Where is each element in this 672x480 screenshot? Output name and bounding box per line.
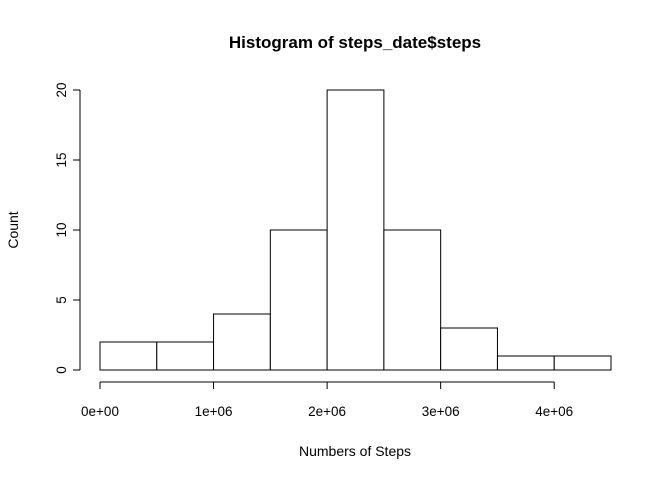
x-tick-label: 3e+06 <box>422 404 460 419</box>
histogram-bar-6 <box>383 229 442 371</box>
chart-title: Histogram of steps_date$steps <box>229 33 481 52</box>
histogram-bar-1 <box>99 341 158 371</box>
y-tick-label: 10 <box>54 222 69 237</box>
y-tick-label: 0 <box>54 366 69 374</box>
histogram-bar-4 <box>269 229 328 371</box>
y-tick-label: 5 <box>54 296 69 304</box>
x-tick-label: 4e+06 <box>535 404 573 419</box>
histogram-bar-8 <box>496 355 555 371</box>
y-tick-label: 15 <box>54 152 69 167</box>
bars-group <box>99 89 612 371</box>
x-axis-title: Numbers of Steps <box>299 443 411 459</box>
x-tick-label: 1e+06 <box>195 404 233 419</box>
x-tick-label: 2e+06 <box>308 404 346 419</box>
histogram-bar-9 <box>553 355 612 371</box>
histogram-bar-2 <box>156 341 215 371</box>
x-tick-label: 0e+00 <box>81 404 119 419</box>
y-axis: 0 5 10 15 20 <box>54 82 81 374</box>
y-axis-title: Count <box>5 211 21 248</box>
x-axis: 0e+00 1e+06 2e+06 3e+06 4e+06 <box>81 381 573 419</box>
histogram-bar-5 <box>326 89 385 371</box>
y-tick-label: 20 <box>54 82 69 97</box>
histogram-bar-7 <box>440 327 498 371</box>
histogram-bar-3 <box>213 313 271 371</box>
